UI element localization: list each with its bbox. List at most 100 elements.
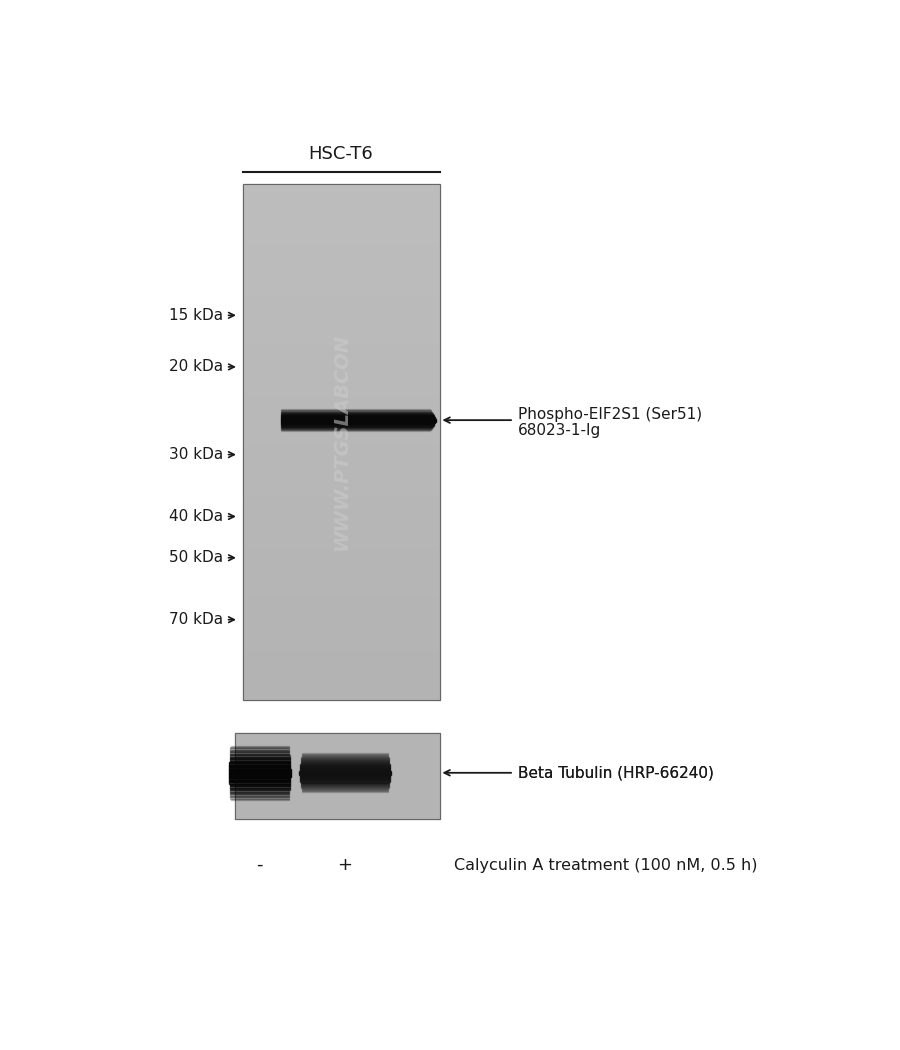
Bar xyxy=(243,656,439,658)
Bar xyxy=(243,380,439,382)
Bar xyxy=(230,751,289,753)
Bar xyxy=(243,184,439,186)
Bar xyxy=(243,258,439,261)
Bar xyxy=(243,566,439,568)
Bar xyxy=(243,292,439,295)
Bar xyxy=(243,600,439,602)
Bar xyxy=(243,529,439,532)
Bar xyxy=(243,452,439,455)
Bar xyxy=(243,571,439,573)
Bar xyxy=(243,669,439,671)
Bar xyxy=(243,405,439,408)
Bar xyxy=(229,773,291,774)
Bar xyxy=(243,628,439,630)
Bar xyxy=(243,614,439,617)
Bar xyxy=(243,579,439,581)
Bar xyxy=(243,377,439,380)
Bar xyxy=(230,785,290,786)
Bar xyxy=(243,653,439,656)
Bar xyxy=(243,186,439,189)
Bar xyxy=(243,470,439,473)
Bar xyxy=(230,757,290,758)
Bar xyxy=(243,354,439,357)
Bar xyxy=(230,768,291,769)
Bar xyxy=(243,421,439,423)
Bar xyxy=(243,467,439,470)
Bar xyxy=(243,690,439,692)
Bar xyxy=(243,513,439,517)
Bar xyxy=(243,671,439,674)
Bar xyxy=(243,617,439,620)
Bar xyxy=(230,762,290,763)
Bar xyxy=(243,225,439,228)
Bar xyxy=(243,494,439,496)
Bar xyxy=(243,632,439,635)
Bar xyxy=(243,666,439,669)
Bar xyxy=(243,481,439,483)
Bar xyxy=(235,733,439,819)
Bar xyxy=(243,233,439,235)
Text: HSC-T6: HSC-T6 xyxy=(309,145,374,163)
Bar xyxy=(243,290,439,292)
Bar xyxy=(243,202,439,205)
Text: +: + xyxy=(338,856,353,875)
Bar xyxy=(243,455,439,457)
Text: 40 kDa: 40 kDa xyxy=(169,509,223,524)
Bar xyxy=(243,416,439,419)
Bar xyxy=(230,792,290,793)
Bar xyxy=(243,501,439,504)
Bar xyxy=(243,393,439,395)
Bar xyxy=(243,460,439,462)
Bar xyxy=(243,346,439,349)
Text: 68023-1-Ig: 68023-1-Ig xyxy=(518,423,601,438)
Bar xyxy=(243,370,439,372)
Bar xyxy=(243,212,439,214)
Bar xyxy=(243,343,439,346)
Bar xyxy=(243,496,439,499)
Bar xyxy=(243,625,439,628)
Bar xyxy=(243,349,439,352)
Bar xyxy=(243,449,439,452)
Bar xyxy=(243,437,439,439)
Bar xyxy=(243,674,439,676)
Bar xyxy=(243,697,439,699)
Bar xyxy=(243,318,439,320)
Bar xyxy=(243,596,439,600)
Text: Phospho-EIF2S1 (Ser51): Phospho-EIF2S1 (Ser51) xyxy=(518,407,702,422)
Text: 70 kDa: 70 kDa xyxy=(169,612,223,627)
Bar xyxy=(243,329,439,331)
Bar xyxy=(243,658,439,660)
Bar xyxy=(243,478,439,481)
Bar xyxy=(243,488,439,490)
Bar xyxy=(243,205,439,207)
Bar xyxy=(243,646,439,648)
Bar xyxy=(243,462,439,465)
Bar xyxy=(243,336,439,338)
Bar xyxy=(243,517,439,519)
Bar xyxy=(243,338,439,341)
Bar xyxy=(230,763,290,764)
Bar xyxy=(243,485,439,488)
Bar xyxy=(230,789,290,791)
Bar xyxy=(243,300,439,302)
Bar xyxy=(243,279,439,281)
Bar xyxy=(243,472,439,476)
Bar xyxy=(243,375,439,377)
Bar xyxy=(230,788,290,789)
Bar xyxy=(243,534,439,538)
Bar xyxy=(243,287,439,290)
Bar xyxy=(243,591,439,594)
Bar xyxy=(230,782,290,783)
Bar xyxy=(243,364,439,366)
Bar xyxy=(243,676,439,679)
Bar xyxy=(243,594,439,596)
Bar xyxy=(243,444,439,447)
Bar xyxy=(243,423,439,426)
Bar xyxy=(243,264,439,267)
Bar xyxy=(243,385,439,387)
Bar xyxy=(243,558,439,561)
Bar xyxy=(243,602,439,604)
Bar xyxy=(230,758,290,759)
Bar xyxy=(243,285,439,287)
Bar xyxy=(243,609,439,612)
